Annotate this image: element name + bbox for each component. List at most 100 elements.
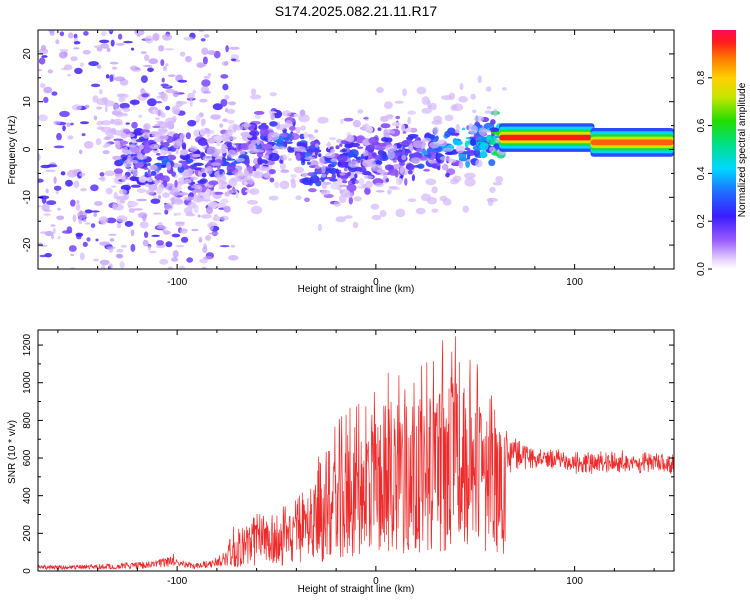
- spectral-blob: [47, 69, 53, 74]
- spectral-blob: [51, 91, 58, 96]
- spectral-blob: [112, 155, 122, 161]
- spectral-blob: [431, 120, 443, 125]
- spectral-blob: [261, 143, 273, 150]
- spectral-blob: [358, 178, 365, 186]
- spectral-blob: [461, 127, 466, 131]
- spectral-blob: [474, 115, 484, 122]
- spectral-blob: [118, 189, 127, 195]
- spectral-blob: [72, 214, 77, 223]
- spectral-blob: [209, 190, 216, 196]
- spectral-blob: [268, 195, 279, 201]
- spectral-blob: [109, 263, 113, 269]
- bottom-x-axis: -100 0 100: [57, 330, 655, 587]
- spectral-blob: [59, 31, 65, 37]
- spectral-blob: [253, 110, 265, 115]
- spectral-blob: [329, 167, 338, 175]
- spectral-blob: [203, 256, 213, 260]
- spectral-blob: [38, 205, 42, 208]
- spectral-blob: [129, 99, 140, 105]
- spectral-blob: [156, 240, 164, 246]
- spectral-blob: [240, 143, 251, 151]
- spectral-blob: [73, 47, 80, 50]
- spectral-blob: [315, 180, 322, 187]
- spectral-blob: [372, 178, 384, 185]
- spectral-blob: [415, 207, 426, 215]
- snr-series: [38, 336, 674, 571]
- spectral-blob: [143, 231, 149, 238]
- spectral-blob: [437, 165, 441, 171]
- spectral-blob: [201, 79, 211, 87]
- spectral-blob: [263, 155, 271, 159]
- spectral-blob: [241, 123, 252, 128]
- spectral-blob: [78, 217, 83, 225]
- spectral-blob: [384, 132, 391, 138]
- spectral-blob: [401, 154, 407, 161]
- spectral-blob: [444, 130, 452, 138]
- spectral-blob: [444, 152, 454, 155]
- spectral-blob: [274, 181, 280, 189]
- spectral-blob: [150, 198, 161, 204]
- spectral-blob: [407, 170, 413, 175]
- spectral-blob: [336, 154, 348, 163]
- spectral-blob: [118, 97, 126, 102]
- spectral-blob: [120, 244, 128, 248]
- spectral-blob: [93, 258, 99, 262]
- spectral-blob: [309, 135, 315, 141]
- spectral-blob: [201, 172, 207, 178]
- spectral-blob: [55, 39, 60, 45]
- spectral-blob: [90, 223, 96, 229]
- spectral-blob: [104, 105, 108, 113]
- spectral-blob: [95, 238, 99, 242]
- spectral-blob: [212, 103, 223, 111]
- spectral-blob: [407, 116, 411, 125]
- spectral-blob: [288, 158, 292, 161]
- spectral-blob: [307, 172, 315, 177]
- spectral-blob: [127, 168, 136, 172]
- spectral-blob: [358, 167, 367, 173]
- spectral-blob: [246, 199, 259, 205]
- y-tick-label: 600: [22, 449, 33, 466]
- spectral-blob: [134, 161, 144, 168]
- spectral-blob: [111, 66, 118, 70]
- spectral-blob: [48, 30, 55, 34]
- spectral-blob: [181, 142, 187, 150]
- spectral-blob: [421, 96, 430, 105]
- spectral-blob: [138, 175, 147, 183]
- spectral-blob: [425, 178, 437, 186]
- spectral-blob: [198, 30, 204, 33]
- spectral-blob: [470, 93, 476, 100]
- spectral-blob: [226, 185, 233, 189]
- spectral-blob: [140, 51, 147, 55]
- spectral-blob: [163, 230, 171, 235]
- spectral-blob: [147, 67, 154, 73]
- bottom-y-axis-label: SNR (10 * v/v): [7, 420, 18, 484]
- spectral-blob: [287, 149, 295, 153]
- spectral-blob: [364, 187, 371, 195]
- spectral-blob: [471, 109, 477, 114]
- spectral-blob: [187, 201, 197, 209]
- spectral-blob: [143, 167, 149, 170]
- spectral-blob: [171, 233, 181, 238]
- spectral-blob: [201, 266, 207, 269]
- spectral-blob: [50, 224, 56, 227]
- spectral-blob: [145, 189, 155, 195]
- spectral-blob: [100, 120, 112, 126]
- spectral-blob: [144, 35, 154, 44]
- spectral-blob: [330, 182, 340, 190]
- spectral-blob: [40, 231, 47, 234]
- spectral-blob: [115, 195, 128, 201]
- spectral-blob: [308, 188, 317, 193]
- x-tick-label: 100: [566, 576, 583, 587]
- spectrogram-field: [38, 30, 674, 269]
- spectral-blob: [90, 83, 101, 88]
- colorbar-tick-label: 0.2: [696, 214, 707, 228]
- spectral-blob: [502, 87, 507, 91]
- spectral-blob: [495, 176, 503, 183]
- spectral-blob: [60, 171, 66, 176]
- bottom-x-axis-label: Height of straight line (km): [298, 584, 415, 595]
- spectral-blob: [309, 160, 319, 167]
- spectral-blob: [178, 164, 183, 168]
- spectral-blob: [116, 215, 128, 223]
- spectral-blob: [339, 184, 348, 188]
- spectral-blob: [257, 156, 263, 166]
